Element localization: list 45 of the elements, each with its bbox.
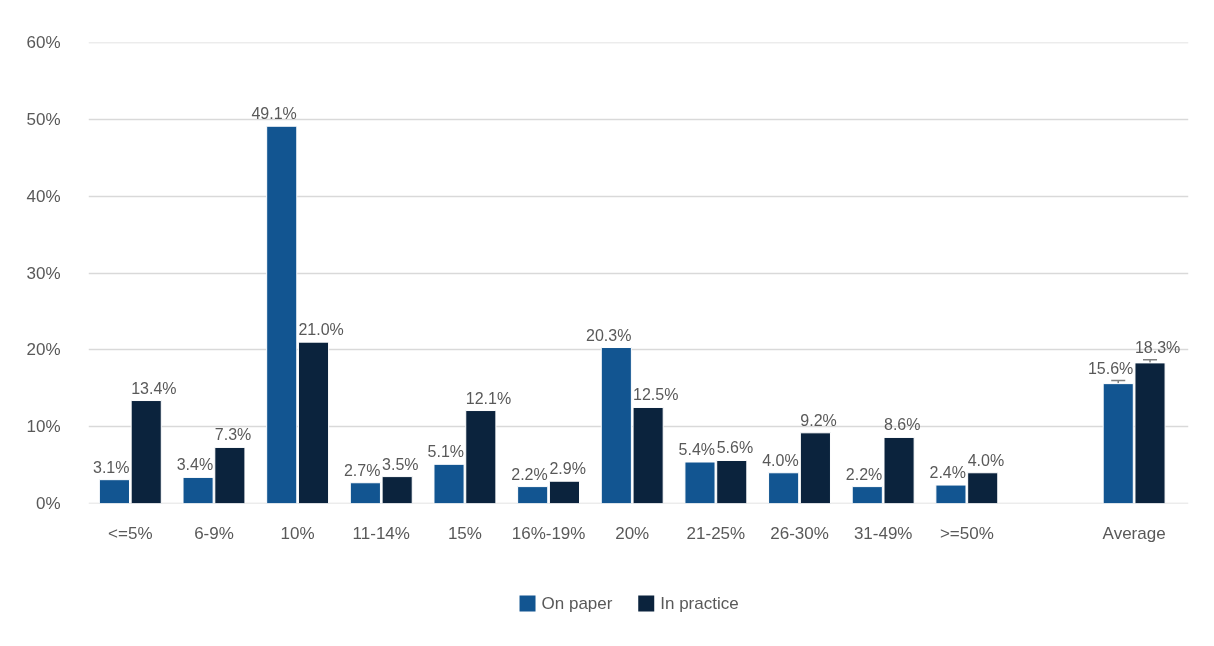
- x-tick-label: 10%: [280, 523, 315, 543]
- data-label: 5.6%: [716, 439, 754, 457]
- y-tick-label: 20%: [26, 340, 61, 360]
- data-label: 12.5%: [633, 386, 679, 404]
- data-label: 12.1%: [465, 389, 512, 407]
- data-label: 21.0%: [298, 321, 344, 339]
- legend-label: In practice: [660, 594, 739, 613]
- x-tick-label: 31-49%: [853, 523, 913, 543]
- legend-label: On paper: [541, 594, 613, 613]
- x-tick-label: 6-9%: [194, 523, 234, 543]
- data-label: 8.6%: [884, 416, 921, 434]
- x-tick-label: 16%-19%: [511, 523, 586, 543]
- data-label: 7.3%: [214, 426, 252, 444]
- data-label: 2.2%: [845, 465, 883, 483]
- y-tick-label: 0%: [35, 494, 61, 513]
- y-tick-label: 40%: [26, 186, 61, 206]
- y-tick-label: 60%: [26, 33, 61, 52]
- data-label: 13.4%: [131, 379, 177, 397]
- data-label: 2.2%: [511, 465, 548, 483]
- x-tick-label: 15%: [447, 523, 482, 543]
- data-label: 2.4%: [929, 464, 966, 482]
- y-tick-label: 50%: [26, 109, 61, 129]
- data-label: 49.1%: [251, 105, 297, 123]
- x-tick-label: >=50%: [939, 523, 994, 543]
- data-label: 4.0%: [762, 451, 799, 469]
- data-label: 2.9%: [549, 460, 586, 478]
- x-tick-label: 21-25%: [686, 523, 746, 543]
- data-label: 3.1%: [93, 458, 130, 476]
- data-label: 18.3%: [1134, 338, 1181, 356]
- y-tick-label: 30%: [26, 263, 61, 283]
- data-label: 9.2%: [800, 411, 837, 429]
- data-label: 2.7%: [343, 461, 381, 479]
- x-tick-label: Average: [1102, 523, 1166, 543]
- data-label: 5.4%: [678, 441, 716, 459]
- data-label: 4.0%: [967, 451, 1005, 469]
- data-label: 3.4%: [176, 456, 214, 474]
- data-label: 20.3%: [586, 326, 632, 344]
- x-tick-label: 26-30%: [770, 523, 829, 543]
- data-label: 15.6%: [1087, 359, 1134, 377]
- data-label: 3.5%: [382, 455, 419, 473]
- x-tick-label: 20%: [615, 523, 650, 543]
- x-tick-label: <=5%: [108, 523, 153, 543]
- data-label: 5.1%: [427, 443, 465, 461]
- y-tick-label: 10%: [26, 417, 61, 437]
- x-tick-label: 11-14%: [352, 523, 410, 543]
